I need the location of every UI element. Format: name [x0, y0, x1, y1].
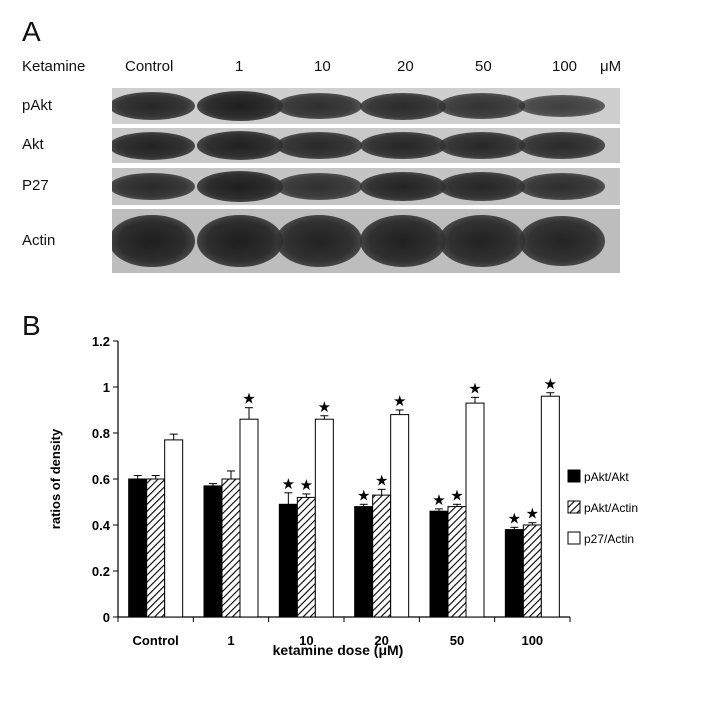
x-axis-label: ketamine dose (μM) — [273, 642, 404, 658]
blot-band — [519, 132, 605, 159]
blot-band — [276, 132, 362, 159]
x-tick-label: 10 — [299, 633, 313, 648]
bar — [372, 494, 392, 618]
legend-label: pAkt/Actin — [584, 501, 638, 515]
x-tick-label: 100 — [521, 633, 543, 648]
lane-label-20: 20 — [397, 58, 414, 75]
blot-band — [360, 171, 446, 202]
blot-band — [360, 131, 446, 160]
blot-band — [276, 173, 362, 200]
significance-star: ★ — [375, 472, 388, 489]
row-label-akt: Akt — [22, 136, 44, 153]
row-label-actin: Actin — [22, 232, 56, 249]
blot-strip-actin — [112, 209, 620, 273]
blot-band — [519, 215, 605, 267]
significance-star: ★ — [393, 393, 406, 410]
blot-band — [360, 92, 446, 120]
blot-band — [197, 214, 283, 268]
significance-star: ★ — [450, 487, 463, 504]
blot-band — [519, 94, 605, 118]
row-label-pakt: pAkt — [22, 97, 53, 114]
bar — [447, 506, 467, 618]
blot-band — [519, 173, 605, 200]
y-tick-label: 1.2 — [92, 334, 110, 349]
y-tick-label: 0 — [103, 610, 110, 625]
blot-band — [439, 93, 525, 119]
treatment-label: Ketamine — [22, 58, 86, 75]
blot-band — [197, 91, 283, 121]
blot-band — [276, 215, 362, 267]
y-tick-label: 0.2 — [92, 564, 110, 579]
bar — [128, 478, 148, 618]
bar — [465, 402, 485, 618]
row-label-p27: P27 — [22, 177, 49, 194]
blot-band — [112, 131, 195, 160]
significance-star: ★ — [242, 391, 255, 408]
blot-band — [112, 172, 195, 201]
bar — [146, 478, 166, 618]
x-tick-label: 50 — [450, 633, 464, 648]
bar — [390, 414, 410, 618]
y-tick-label: 0.6 — [92, 472, 110, 487]
lane-label-100: 100 — [552, 58, 578, 75]
blot-band — [439, 215, 525, 267]
bar — [522, 524, 542, 618]
legend-swatch — [567, 500, 581, 514]
blot-band — [197, 131, 283, 160]
lane-label-10: 10 — [314, 58, 331, 75]
significance-star: ★ — [508, 510, 521, 527]
bar — [429, 510, 449, 618]
bar — [504, 529, 524, 618]
legend-label: p27/Actin — [584, 532, 634, 546]
bar — [164, 439, 184, 618]
bar — [239, 418, 259, 618]
significance-star: ★ — [357, 487, 370, 504]
blot-band — [197, 171, 283, 202]
legend-swatch — [567, 531, 581, 545]
y-tick-label: 1 — [103, 380, 110, 395]
significance-star: ★ — [318, 399, 331, 416]
bar — [354, 506, 374, 618]
significance-star: ★ — [282, 476, 295, 493]
blot-band — [276, 92, 362, 120]
y-tick-label: 0.8 — [92, 426, 110, 441]
y-tick-label: 0.4 — [92, 518, 111, 533]
panel-a-label: A — [22, 16, 41, 47]
lane-label-1: 1 — [235, 58, 244, 75]
x-tick-label: 20 — [374, 633, 388, 648]
unit-label: μM — [600, 58, 622, 75]
legend-label: pAkt/Akt — [584, 470, 629, 484]
blot-band — [439, 132, 525, 159]
lane-label-50: 50 — [475, 58, 492, 75]
blot-strip-p27 — [112, 168, 620, 205]
bar — [314, 418, 334, 618]
lane-label-control: Control — [125, 58, 174, 75]
significance-star: ★ — [432, 492, 445, 509]
y-axis-label: ratios of density — [48, 428, 63, 529]
bar — [296, 496, 316, 618]
x-tick-label: 1 — [227, 633, 234, 648]
blot-band — [439, 172, 525, 201]
x-tick-label: Control — [133, 633, 179, 648]
bar — [221, 478, 241, 618]
significance-star: ★ — [526, 506, 539, 523]
significance-star: ★ — [468, 380, 481, 397]
blot-band — [112, 92, 195, 120]
significance-star: ★ — [544, 376, 557, 393]
bar — [278, 503, 298, 618]
bar — [540, 395, 560, 618]
panel-b-label: B — [22, 310, 41, 341]
legend-swatch — [567, 469, 581, 483]
blot-band — [112, 214, 195, 268]
blot-strip-akt — [112, 128, 620, 163]
blot-strip-pakt — [112, 88, 620, 124]
blot-band — [360, 215, 446, 267]
significance-star: ★ — [300, 477, 313, 494]
bar — [203, 485, 223, 618]
